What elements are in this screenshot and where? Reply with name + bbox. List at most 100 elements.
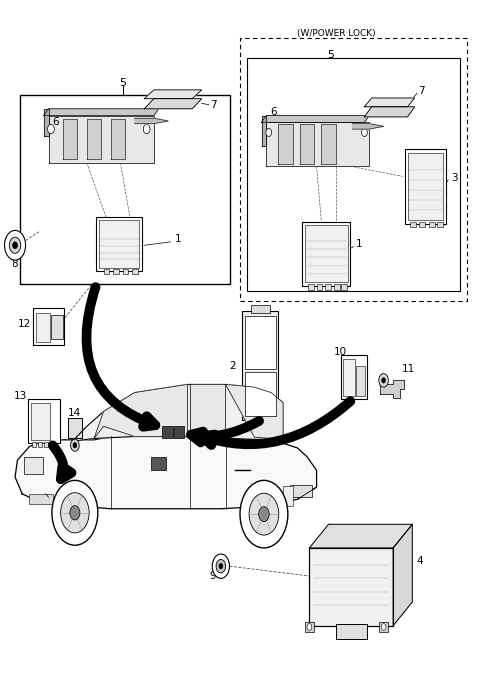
Bar: [32, 442, 36, 447]
Bar: [33, 308, 64, 345]
Bar: [405, 150, 446, 223]
Bar: [379, 622, 388, 632]
Bar: [408, 153, 444, 220]
Circle shape: [9, 237, 21, 253]
Text: 3: 3: [451, 173, 458, 183]
Bar: [305, 622, 314, 632]
Bar: [51, 315, 63, 338]
Polygon shape: [144, 99, 202, 109]
Polygon shape: [44, 109, 158, 116]
Text: 5: 5: [119, 78, 126, 88]
FancyArrowPatch shape: [86, 287, 156, 427]
Bar: [24, 457, 43, 474]
Circle shape: [71, 439, 79, 452]
Circle shape: [240, 481, 288, 548]
Bar: [410, 221, 416, 227]
Circle shape: [12, 242, 17, 248]
Bar: [113, 269, 119, 274]
Circle shape: [144, 125, 150, 134]
Polygon shape: [226, 385, 283, 439]
Bar: [420, 221, 425, 227]
Circle shape: [361, 129, 367, 137]
Bar: [356, 366, 365, 396]
Bar: [437, 221, 443, 227]
Text: 12: 12: [18, 319, 31, 328]
Bar: [247, 58, 460, 291]
Circle shape: [48, 125, 54, 134]
Bar: [96, 217, 142, 271]
Text: 11: 11: [402, 364, 415, 374]
Bar: [104, 269, 109, 274]
Text: 13: 13: [14, 391, 27, 401]
Text: 14: 14: [68, 408, 82, 418]
Polygon shape: [15, 437, 317, 508]
Circle shape: [212, 554, 229, 578]
Circle shape: [4, 230, 25, 260]
Bar: [29, 494, 53, 504]
Text: 4: 4: [416, 556, 423, 567]
Text: 6: 6: [52, 117, 59, 127]
Bar: [68, 418, 82, 439]
Polygon shape: [48, 116, 154, 163]
Bar: [123, 269, 129, 274]
Text: 1: 1: [355, 239, 362, 249]
Polygon shape: [94, 385, 187, 439]
FancyArrowPatch shape: [53, 445, 72, 479]
Polygon shape: [190, 385, 225, 436]
Bar: [341, 284, 347, 290]
Polygon shape: [262, 116, 266, 146]
Polygon shape: [72, 385, 283, 441]
Bar: [99, 220, 140, 267]
Bar: [251, 305, 270, 313]
Bar: [44, 442, 48, 447]
Text: 7: 7: [210, 100, 217, 110]
Text: 1: 1: [174, 234, 181, 244]
Circle shape: [381, 624, 386, 630]
Polygon shape: [322, 125, 336, 165]
Bar: [336, 624, 367, 639]
Text: 10: 10: [334, 347, 347, 357]
Polygon shape: [44, 109, 48, 136]
Circle shape: [73, 443, 77, 448]
Circle shape: [266, 129, 272, 137]
Polygon shape: [144, 90, 202, 99]
Bar: [36, 313, 50, 342]
Bar: [302, 221, 350, 286]
Polygon shape: [262, 116, 369, 123]
Polygon shape: [111, 119, 125, 160]
Bar: [20, 95, 230, 284]
Circle shape: [249, 494, 279, 535]
Bar: [28, 399, 60, 443]
Text: 5: 5: [327, 49, 335, 60]
Polygon shape: [380, 380, 404, 398]
Bar: [343, 359, 355, 396]
Circle shape: [307, 624, 312, 630]
Polygon shape: [364, 107, 415, 117]
Circle shape: [259, 506, 269, 521]
Bar: [429, 221, 435, 227]
Circle shape: [379, 374, 388, 387]
Polygon shape: [87, 119, 101, 160]
Polygon shape: [266, 123, 369, 167]
FancyArrowPatch shape: [203, 401, 350, 445]
Text: 9: 9: [209, 571, 216, 582]
Bar: [305, 225, 348, 282]
Circle shape: [60, 493, 89, 533]
Bar: [283, 486, 293, 506]
Bar: [290, 485, 312, 498]
Polygon shape: [152, 457, 166, 471]
Polygon shape: [135, 118, 168, 124]
Bar: [325, 284, 331, 290]
Polygon shape: [352, 124, 384, 129]
Text: 7: 7: [419, 85, 425, 95]
Bar: [245, 372, 276, 416]
Bar: [162, 427, 173, 439]
Bar: [38, 442, 42, 447]
Bar: [245, 316, 276, 369]
Polygon shape: [300, 125, 314, 165]
Text: 8: 8: [12, 259, 18, 269]
Bar: [317, 284, 323, 290]
Polygon shape: [310, 524, 412, 548]
Bar: [308, 284, 314, 290]
Text: 6: 6: [270, 107, 277, 117]
